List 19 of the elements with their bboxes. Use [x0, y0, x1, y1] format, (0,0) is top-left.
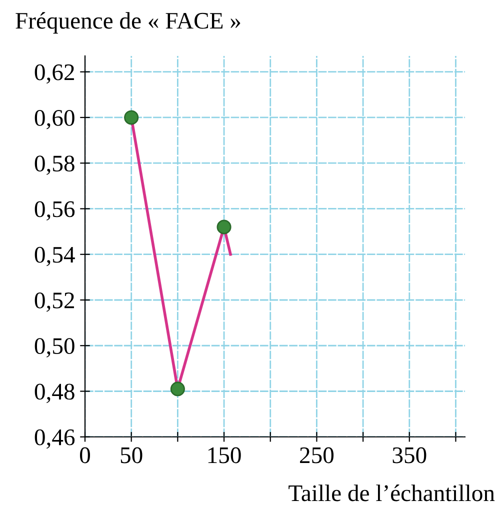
y-tick-label: 0,52 — [34, 292, 74, 312]
y-tick-label: 0,50 — [34, 338, 74, 358]
y-tick-label: 0,46 — [34, 429, 75, 449]
point — [124, 110, 139, 125]
x-tick-label: 350 — [392, 447, 426, 464]
x-tick-label: 250 — [300, 447, 334, 464]
x-axis-title: Taille de l’échantillon — [288, 484, 495, 502]
point — [170, 382, 185, 396]
x-tick-label: 150 — [208, 447, 241, 464]
y-tick-label: 0,62 — [34, 64, 74, 84]
y-tick-label: 0,48 — [34, 384, 74, 404]
y-tick-label: 0,56 — [34, 201, 75, 221]
y-tick-label: 0,58 — [34, 156, 74, 175]
x-tick-label: 50 — [120, 447, 142, 464]
y-tick-label: 0,54 — [34, 246, 75, 266]
y-axis-title: Fréquence de « FACE » — [16, 12, 240, 34]
x-tick-label: 0 — [80, 447, 90, 464]
y-tick-label: 0,60 — [34, 110, 74, 130]
point — [216, 220, 232, 234]
